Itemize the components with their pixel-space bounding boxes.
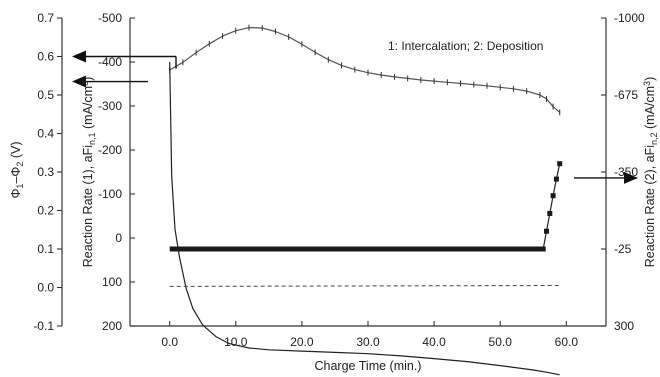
potential-tick-label: 0.0 <box>37 281 54 295</box>
rate1-axis-title: Reaction Rate (1), aFin,1 (mA/cm3) <box>80 77 97 268</box>
rate2-tick-label: -675 <box>614 88 638 102</box>
rate1-tick-label: -500 <box>98 11 122 25</box>
series-4-line <box>542 163 561 250</box>
x-tick-label: 20.0 <box>290 335 314 349</box>
rate1-tick-label: 0 <box>115 231 122 245</box>
series-4-marker <box>553 176 559 182</box>
series-4-marker <box>557 161 563 167</box>
chart-annotation: 1: Intercalation; 2: Deposition <box>388 39 543 53</box>
series-4-marker <box>547 210 553 216</box>
potential-tick-label: 0.1 <box>37 242 54 256</box>
series-2-line <box>169 285 560 287</box>
arrows-layer <box>72 50 638 184</box>
series-1-line <box>169 61 560 376</box>
potential-tick-label: 0.7 <box>37 11 54 25</box>
series-0-line <box>169 27 561 113</box>
arrow-2-head <box>624 171 638 184</box>
potential-tick-label: 0.2 <box>37 204 54 218</box>
series-4-marker <box>550 193 556 199</box>
rate1-tick-label: -100 <box>98 187 122 201</box>
x-tick-label: 50.0 <box>489 335 513 349</box>
rate1-tick-label: -300 <box>98 99 122 113</box>
x-tick-label: 60.0 <box>555 335 579 349</box>
potential-tick-label: 0.3 <box>37 165 54 179</box>
potential-tick-label: 0.6 <box>37 50 54 64</box>
potential-axis-title: Φ1–Φ2 (V) <box>9 141 25 198</box>
series-4-marker <box>540 246 546 252</box>
x-tick-label: 0.0 <box>161 335 178 349</box>
rate2-axis-title: Reaction Rate (2), aFin,2 (mA/cm3) <box>642 77 659 268</box>
potential-tick-label: 0.5 <box>37 88 54 102</box>
rate2-tick-label: -25 <box>614 242 632 256</box>
axes-layer <box>61 18 607 327</box>
series-4-marker <box>544 228 549 234</box>
rate2-tick-label: 300 <box>614 319 634 333</box>
series-layer <box>169 24 563 376</box>
rate1-tick-label: -400 <box>98 55 122 69</box>
x-axis-title: Charge Time (min.) <box>315 359 422 373</box>
rate1-tick-label: -200 <box>98 143 122 157</box>
x-tick-label: 10.0 <box>224 335 248 349</box>
rate2-tick-label: -1000 <box>614 11 645 25</box>
ticks-layer: -0.1 0.0 0.1 0.2 0.3 0.4 0.5 0.6 0.7 -500 -400 -300… <box>33 11 645 349</box>
rate1-tick-label: 100 <box>102 275 122 289</box>
potential-tick-label: 0.4 <box>37 127 54 141</box>
x-tick-label: 30.0 <box>356 335 380 349</box>
arrow-0-head <box>72 50 86 63</box>
potential-tick-label: -0.1 <box>33 319 54 333</box>
rate1-tick-label: 200 <box>102 319 122 333</box>
arrow-1-head <box>72 75 86 88</box>
x-tick-label: 40.0 <box>422 335 446 349</box>
